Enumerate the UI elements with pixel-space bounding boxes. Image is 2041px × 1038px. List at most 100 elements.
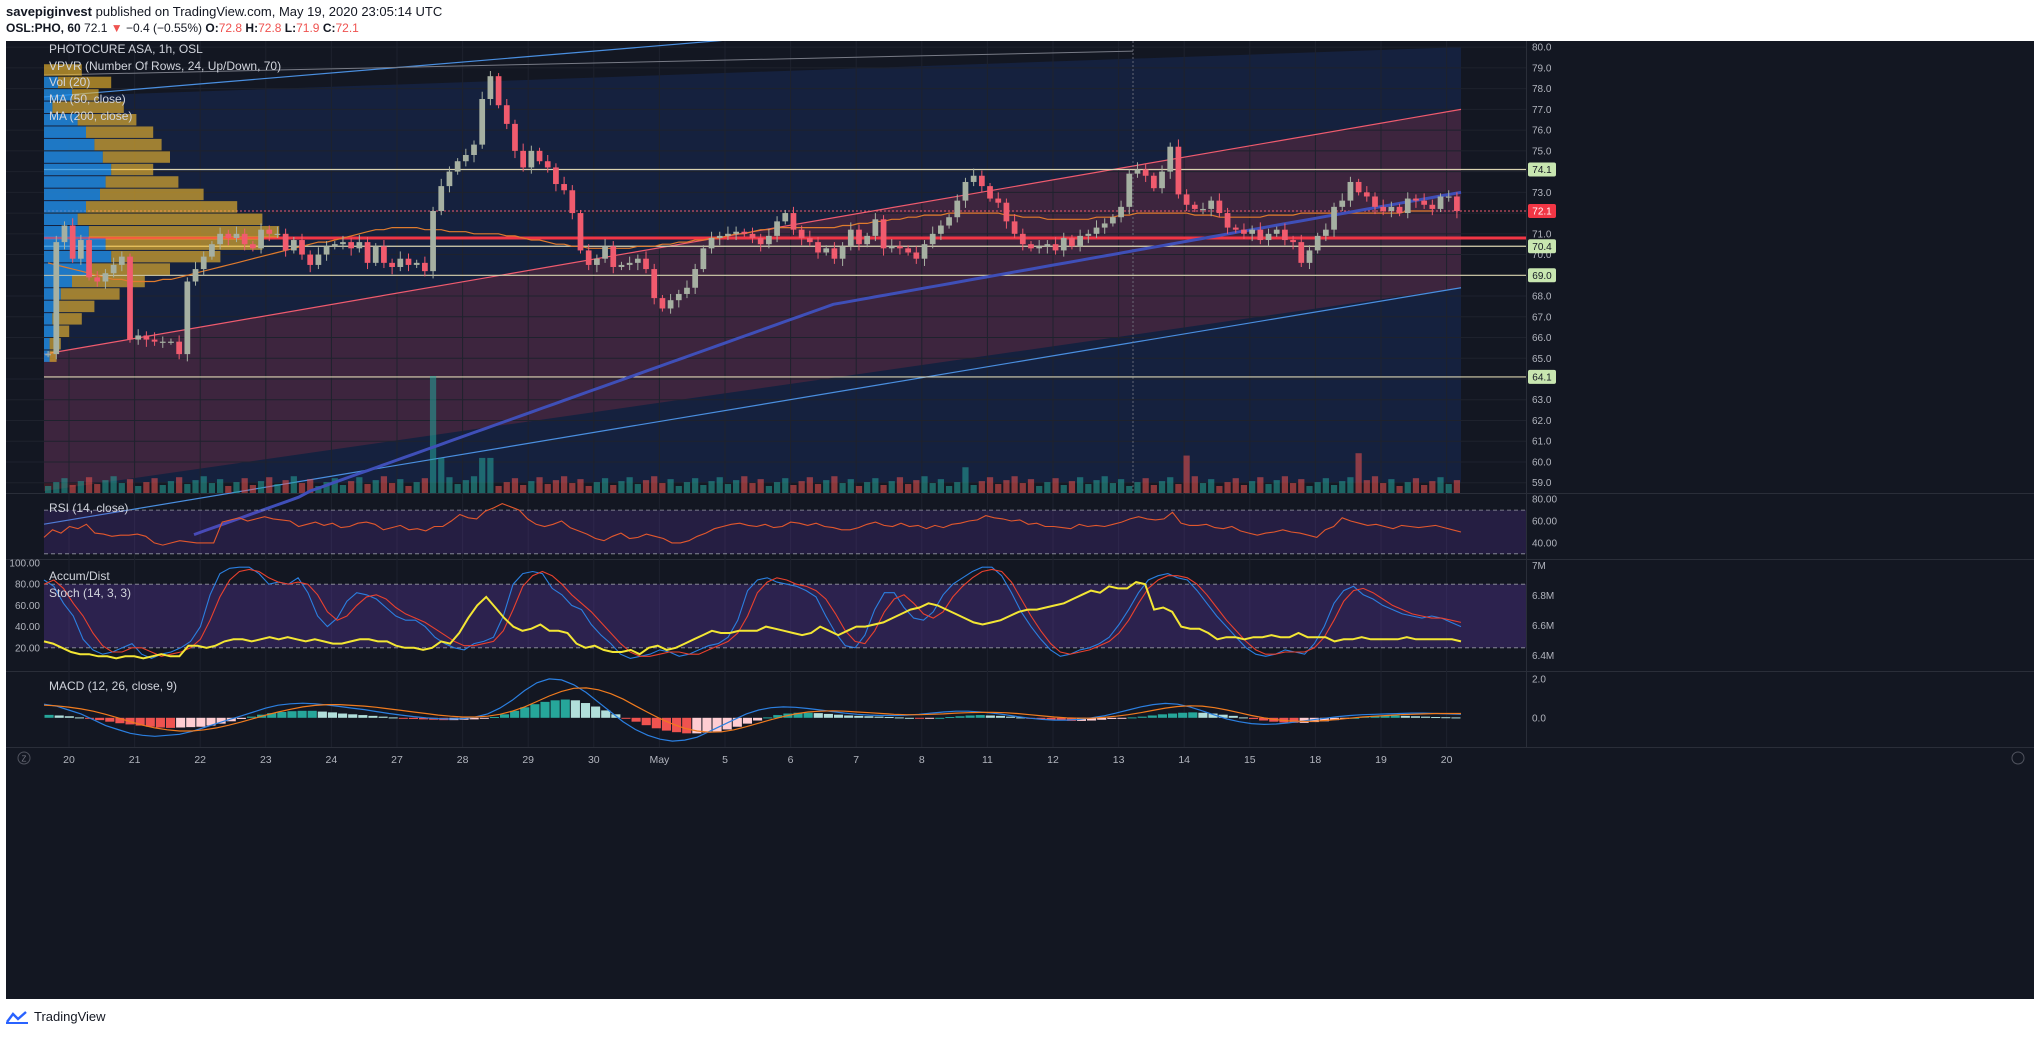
volume-bar bbox=[225, 485, 232, 493]
volume-bar bbox=[1167, 477, 1174, 493]
candle-body bbox=[667, 300, 674, 309]
legend-vpvr[interactable]: VPVR (Number Of Rows, 24, Up/Down, 70) bbox=[49, 58, 282, 73]
macd-histogram-bar bbox=[338, 713, 348, 718]
macd-histogram-bar bbox=[844, 715, 854, 718]
volume-bar bbox=[569, 483, 576, 493]
candle-body bbox=[1183, 194, 1190, 205]
candle-body bbox=[831, 248, 838, 259]
legend-title[interactable]: PHOTOCURE ASA, 1h, OSL bbox=[49, 42, 203, 56]
candle-body bbox=[790, 213, 797, 230]
volume-bar bbox=[282, 480, 289, 493]
macd-histogram-bar bbox=[327, 712, 338, 718]
macd-histogram-bar bbox=[1046, 717, 1056, 720]
candle-body bbox=[913, 252, 920, 259]
volume-bar bbox=[1085, 484, 1092, 493]
volume-bar bbox=[1011, 476, 1018, 493]
candle-body bbox=[626, 262, 633, 265]
volume-bar bbox=[331, 478, 338, 493]
legend-macd[interactable]: MACD (12, 26, close, 9) bbox=[49, 679, 178, 693]
volume-bar bbox=[847, 479, 854, 493]
candle-body bbox=[94, 277, 101, 282]
volume-bar bbox=[1224, 482, 1231, 493]
macd-histogram-bar bbox=[1127, 717, 1137, 719]
volume-bar bbox=[765, 485, 772, 493]
candle-body bbox=[757, 237, 764, 245]
price-tag-74.1: 74.1 bbox=[1532, 165, 1552, 176]
macd-histogram-bar bbox=[1380, 715, 1390, 718]
candle-body bbox=[978, 175, 985, 187]
publisher-name[interactable]: savepiginvest bbox=[6, 4, 92, 19]
candle-body bbox=[487, 76, 494, 99]
volume-bar bbox=[184, 484, 191, 493]
candle-body bbox=[45, 354, 51, 356]
candle-body bbox=[864, 235, 871, 245]
chart-canvas[interactable]: 80.079.078.077.076.075.074.073.072.071.0… bbox=[6, 41, 2034, 999]
candle-body bbox=[1331, 206, 1337, 230]
chart-area[interactable]: 80.079.078.077.076.075.074.073.072.071.0… bbox=[6, 41, 2034, 999]
volume-bar bbox=[69, 485, 76, 493]
volume-bar bbox=[1412, 478, 1420, 493]
volume-bar bbox=[905, 484, 912, 493]
macd-histogram-bar bbox=[479, 717, 489, 719]
volume-bar bbox=[85, 477, 93, 493]
price-tag-69.0: 69.0 bbox=[1532, 271, 1552, 282]
macd-histogram-bar bbox=[216, 717, 226, 724]
volume-bar bbox=[1142, 478, 1149, 493]
volume-bar bbox=[1077, 477, 1084, 493]
candle-body bbox=[1413, 198, 1419, 201]
candle-body bbox=[995, 198, 1002, 203]
volume-bar bbox=[307, 479, 314, 493]
legend-vol[interactable]: Vol (20) bbox=[49, 75, 91, 90]
macd-histogram-bar bbox=[854, 715, 864, 718]
macd-histogram-bar bbox=[287, 711, 297, 718]
volume-bar bbox=[192, 480, 199, 493]
macd-histogram-bar bbox=[165, 717, 176, 728]
candle-body bbox=[1101, 223, 1108, 228]
candle-body bbox=[381, 246, 387, 263]
stoch-d-line bbox=[43, 568, 1462, 657]
volume-bar bbox=[249, 485, 256, 493]
vpvr-up-bar bbox=[44, 101, 53, 114]
vpvr-up-bar bbox=[44, 188, 100, 201]
volume-bar bbox=[954, 482, 961, 493]
legend-rsi[interactable]: RSI (14, close) bbox=[49, 501, 129, 515]
volume-bar bbox=[929, 483, 936, 493]
legend-ma200[interactable]: MA (200, close) bbox=[49, 108, 133, 123]
price-tick-label: 65.0 bbox=[1532, 354, 1552, 365]
vpvr-up-bar bbox=[44, 288, 61, 300]
candle-body bbox=[1372, 196, 1378, 207]
footer-brand[interactable]: TradingView bbox=[34, 1009, 106, 1024]
candle-body bbox=[733, 231, 739, 234]
rsi-line bbox=[43, 503, 1462, 546]
volume-bar bbox=[257, 481, 265, 493]
volume-bar bbox=[773, 482, 781, 493]
volume-bar bbox=[1183, 455, 1190, 493]
legend-ad[interactable]: Accum/Dist bbox=[49, 569, 110, 583]
settings-gear-icon bbox=[2011, 751, 2025, 765]
candle-body bbox=[987, 186, 993, 199]
macd-histogram-bar bbox=[712, 717, 722, 732]
volume-bar bbox=[1158, 481, 1166, 493]
macd-histogram-bar bbox=[995, 715, 1006, 718]
volume-bar bbox=[126, 479, 134, 493]
volume-bar bbox=[233, 482, 240, 493]
macd-histogram-bar bbox=[1036, 717, 1046, 719]
price-tick-label: 75.0 bbox=[1532, 146, 1552, 157]
candle-body bbox=[135, 335, 142, 340]
candle-body bbox=[102, 273, 109, 282]
volume-bar bbox=[446, 477, 453, 493]
tradingview-logo-icon[interactable] bbox=[6, 1010, 28, 1024]
ad-tick-label: 6.4M bbox=[1532, 651, 1554, 662]
candle-body bbox=[970, 175, 977, 182]
legend-stoch[interactable]: Stoch (14, 3, 3) bbox=[49, 585, 132, 600]
candle-body bbox=[806, 237, 813, 243]
candle-body bbox=[241, 233, 248, 245]
macd-histogram-bar bbox=[236, 717, 246, 719]
vpvr-up-bar bbox=[44, 89, 72, 101]
candle-body bbox=[782, 213, 789, 222]
candle-body bbox=[749, 233, 756, 238]
candle-body bbox=[1085, 233, 1092, 236]
legend-ma50[interactable]: MA (50, close) bbox=[49, 92, 126, 107]
volume-bar bbox=[962, 467, 969, 493]
candle-body bbox=[1011, 221, 1018, 234]
